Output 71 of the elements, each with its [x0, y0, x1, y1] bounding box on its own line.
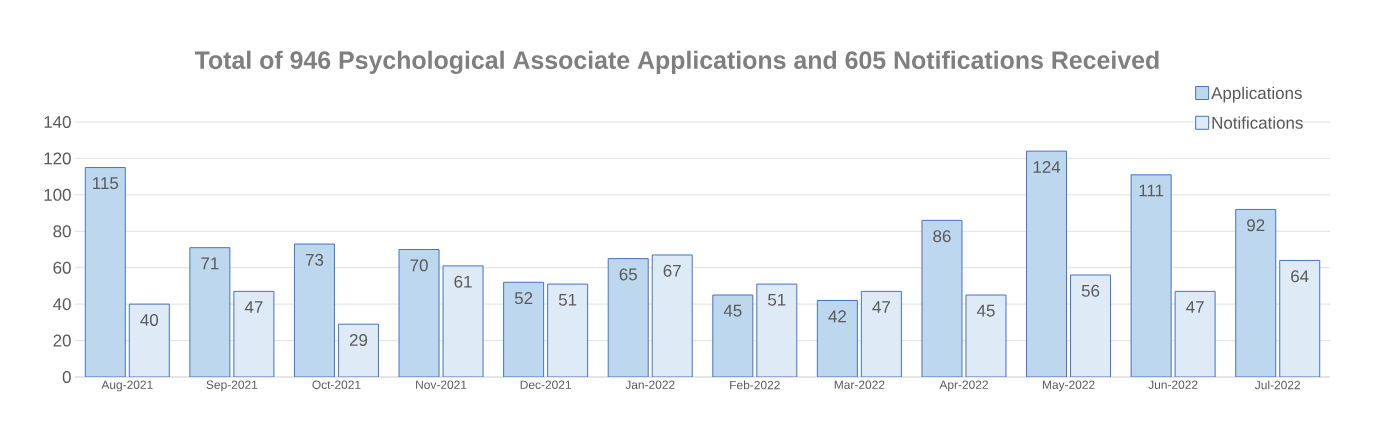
- data-label: 45: [723, 304, 742, 317]
- x-tick-label: Nov-2021: [416, 380, 467, 389]
- bar: [756, 284, 797, 377]
- data-label: 65: [619, 268, 637, 281]
- bar: [965, 295, 1006, 377]
- data-label: 71: [201, 257, 219, 270]
- data-label: 67: [663, 264, 681, 277]
- y-tick-label: 20: [53, 334, 71, 347]
- x-tick-label: Apr-2022: [939, 380, 988, 392]
- data-label: 45: [976, 304, 995, 317]
- bar: [503, 282, 544, 377]
- data-label: 47: [872, 301, 890, 313]
- y-tick-label: 100: [44, 188, 71, 201]
- x-tick-label: Feb-2022: [730, 380, 780, 390]
- data-label: 29: [349, 333, 368, 346]
- y-tick-label: 120: [44, 152, 71, 165]
- data-label: 51: [558, 293, 577, 306]
- bar: [861, 291, 902, 377]
- y-tick-label: 60: [53, 261, 71, 274]
- bar: [921, 220, 962, 377]
- y-tick-label: 0: [62, 371, 71, 383]
- bar: [189, 247, 230, 377]
- bar: [608, 258, 649, 377]
- x-tick-label: Jun-2022: [1148, 380, 1198, 389]
- data-label: 111: [1139, 184, 1164, 197]
- data-label: 40: [140, 313, 159, 326]
- x-tick-label: Dec-2021: [520, 380, 571, 389]
- bar: [1026, 151, 1067, 377]
- data-label: 52: [514, 292, 533, 305]
- x-tick-label: Jul-2022: [1254, 380, 1301, 390]
- bar: [1279, 259, 1321, 377]
- bar: [547, 284, 588, 377]
- data-label: 51: [768, 293, 786, 306]
- bar: [1175, 291, 1216, 377]
- data-label: 92: [1247, 219, 1265, 232]
- legend-label: Applications: [1211, 86, 1302, 103]
- bar: [294, 244, 335, 377]
- bar: [1131, 174, 1172, 377]
- bar: [129, 304, 170, 377]
- data-label: 56: [1081, 284, 1100, 297]
- x-tick-label: Oct-2021: [312, 380, 361, 389]
- legend-label: Notifications: [1212, 116, 1303, 129]
- bar: [233, 291, 274, 377]
- data-label: 86: [933, 230, 951, 243]
- data-label: 42: [828, 310, 846, 323]
- data-label: 47: [244, 301, 263, 313]
- data-label: 64: [1291, 270, 1309, 283]
- bar: [1070, 275, 1111, 377]
- y-tick-label: 40: [53, 298, 71, 311]
- bar: [338, 324, 379, 377]
- x-tick-label: Mar-2022: [834, 380, 885, 389]
- bar: [712, 295, 753, 377]
- x-tick-label: Jan-2022: [625, 380, 675, 389]
- bar: [1235, 208, 1277, 377]
- data-label: 73: [305, 253, 324, 266]
- bar: [85, 167, 126, 377]
- y-tick-label: 80: [53, 225, 71, 238]
- bar: [443, 265, 484, 377]
- data-label: 124: [1033, 160, 1061, 173]
- x-tick-label: Sep-2021: [206, 380, 258, 392]
- bar: [652, 254, 693, 377]
- data-label: 115: [93, 177, 119, 190]
- x-tick-label: Aug-2021: [101, 380, 153, 392]
- chart-title: Total of 946 Psychological Associate Applications and 605 Notifications Received: [194, 50, 1159, 75]
- data-label: 47: [1186, 301, 1204, 313]
- data-label: 70: [410, 259, 428, 272]
- y-tick-label: 140: [44, 116, 71, 128]
- data-label: 61: [454, 275, 472, 288]
- x-tick-label: May-2022: [1042, 380, 1095, 392]
- bar: [817, 300, 858, 377]
- bar: [399, 249, 440, 377]
